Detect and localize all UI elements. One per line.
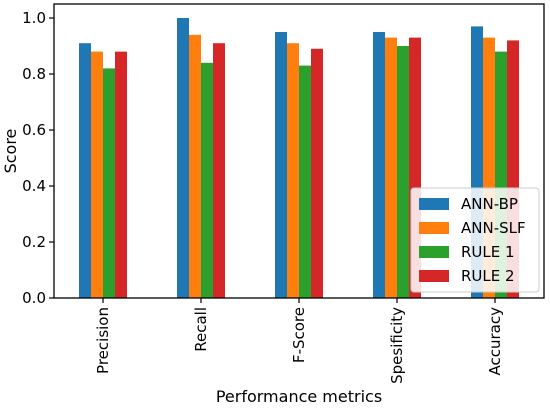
bar-rule-2-recall xyxy=(213,43,225,299)
y-tick-label: 0.8 xyxy=(22,65,46,83)
legend-swatch xyxy=(419,222,449,234)
y-tick-label: 0.0 xyxy=(22,289,46,307)
y-axis: 0.0 0.2 0.4 0.6 0.8 1.0 xyxy=(22,9,54,307)
x-tick-label: F-Score xyxy=(290,307,308,363)
bar-ann-bp-spesificity xyxy=(373,32,385,298)
x-tick-label: Precision xyxy=(94,307,112,374)
y-tick-label: 0.4 xyxy=(22,177,46,195)
bar-rule-1-spesificity xyxy=(397,46,409,298)
y-tick-label: 0.6 xyxy=(22,121,46,139)
legend-swatch xyxy=(419,198,449,210)
bar-ann-slf-spesificity xyxy=(385,37,397,298)
legend-label: RULE 1 xyxy=(461,243,515,261)
y-axis-label: Score xyxy=(1,129,20,174)
bar-rule-1-precision xyxy=(103,68,115,299)
bar-ann-slf-recall xyxy=(189,34,201,299)
x-tick-label: Accuracy xyxy=(486,307,504,376)
legend-label: ANN-SLF xyxy=(461,219,526,237)
x-axis-label: Performance metrics xyxy=(216,387,382,406)
x-axis: Precision Recall F-Score Spesificity Accurac… xyxy=(94,298,504,384)
legend-label: ANN-BP xyxy=(461,195,518,213)
y-tick-label: 1.0 xyxy=(22,9,46,27)
legend-box xyxy=(410,187,540,293)
bar-ann-bp-recall xyxy=(177,18,189,298)
bar-ann-slf-f-score xyxy=(287,43,299,299)
legend-label: RULE 2 xyxy=(461,267,515,285)
bar-ann-bp-f-score xyxy=(275,32,287,298)
bar-ann-slf-precision xyxy=(91,51,103,298)
bar-rule-1-f-score xyxy=(299,65,311,298)
legend: ANN-BP ANN-SLF RULE 1 RULE 2 xyxy=(410,187,540,293)
legend-swatch xyxy=(419,270,449,282)
y-tick-label: 0.2 xyxy=(22,233,46,251)
bar-rule-2-precision xyxy=(115,51,127,298)
bar-rule-1-recall xyxy=(201,62,213,298)
bar-rule-2-f-score xyxy=(311,48,323,298)
bars-group xyxy=(79,18,519,299)
bar-ann-bp-precision xyxy=(79,43,91,299)
x-tick-label: Recall xyxy=(192,307,210,352)
x-tick-label: Spesificity xyxy=(388,307,406,384)
legend-swatch xyxy=(419,246,449,258)
